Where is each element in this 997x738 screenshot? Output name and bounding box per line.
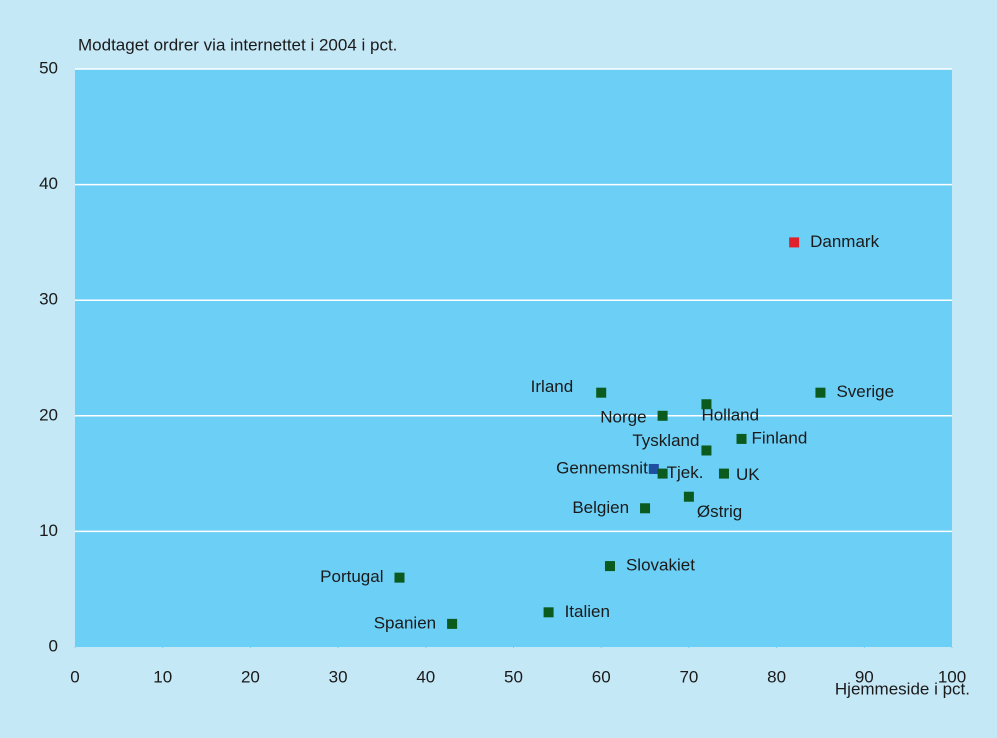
- point: [683, 491, 694, 502]
- x-tick-label: 70: [679, 667, 698, 686]
- point-label: Tjek.: [667, 463, 704, 482]
- point: [701, 399, 712, 410]
- point-label: Sverige: [836, 382, 894, 401]
- point-label: Irland: [531, 377, 574, 396]
- point: [701, 445, 712, 456]
- x-tick-label: 60: [592, 667, 611, 686]
- point: [447, 618, 458, 629]
- x-tick-label: 0: [70, 667, 79, 686]
- point-label: Belgien: [572, 498, 629, 517]
- point-label: Østrig: [697, 502, 742, 521]
- point: [604, 561, 615, 572]
- point-label: Spanien: [374, 613, 436, 632]
- x-tick-label: 20: [241, 667, 260, 686]
- point-label: Tyskland: [632, 431, 699, 450]
- x-tick-label: 90: [855, 667, 874, 686]
- y-tick-label: 20: [39, 405, 58, 424]
- x-tick-label: 100: [938, 667, 966, 686]
- point-label: Holland: [701, 406, 759, 425]
- point: [736, 433, 747, 444]
- y-tick-label: 30: [39, 290, 58, 309]
- plot-area: [75, 69, 952, 647]
- point: [596, 387, 607, 398]
- point-label: Italien: [565, 602, 610, 621]
- y-axis-label: Modtaget ordrer via internettet i 2004 i…: [78, 35, 397, 54]
- point: [815, 387, 826, 398]
- point-label: Finland: [752, 428, 808, 447]
- point: [394, 572, 405, 583]
- point: [648, 463, 659, 474]
- point-label: Gennemsnit: [556, 458, 648, 477]
- y-tick-label: 50: [39, 58, 58, 77]
- point: [718, 468, 729, 479]
- point-label: UK: [736, 465, 760, 484]
- point-label: Norge: [600, 407, 646, 426]
- point: [640, 503, 651, 514]
- x-tick-label: 30: [329, 667, 348, 686]
- x-axis-label: Hjemmeside i pct.: [835, 679, 970, 698]
- point: [543, 607, 554, 618]
- x-tick-label: 80: [767, 667, 786, 686]
- x-tick-label: 40: [416, 667, 435, 686]
- point-label: Danmark: [810, 232, 879, 251]
- y-tick-label: 40: [39, 174, 58, 193]
- point-label: Portugal: [320, 567, 383, 586]
- y-tick-label: 10: [39, 521, 58, 540]
- y-tick-label: 0: [49, 636, 58, 655]
- point: [789, 237, 800, 248]
- x-tick-label: 50: [504, 667, 523, 686]
- point-label: Slovakiet: [626, 556, 695, 575]
- point: [657, 468, 668, 479]
- point: [657, 410, 668, 421]
- x-tick-label: 10: [153, 667, 172, 686]
